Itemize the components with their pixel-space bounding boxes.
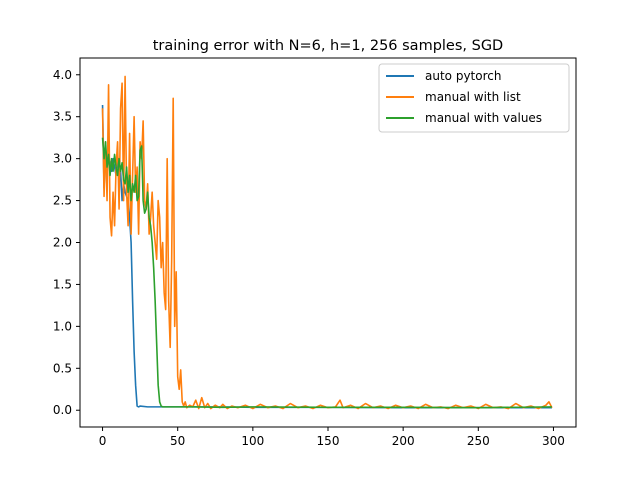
x-tick-label: 250 [467,434,490,448]
x-tick-label: 0 [99,434,107,448]
y-tick-label: 1.5 [53,277,72,291]
y-tick-label: 2.5 [53,194,72,208]
x-tick-label: 50 [170,434,185,448]
x-tick-label: 100 [241,434,264,448]
y-tick-label: 1.0 [53,319,72,333]
legend: auto pytorch manual with list manual with … [378,63,570,133]
y-tick-label: 0.5 [53,361,72,375]
x-tick-label: 150 [317,434,340,448]
y-axis: 0.0 0.5 1.0 1.5 2.0 2.5 3.0 3.5 4.0 [53,68,80,417]
y-tick-label: 4.0 [53,68,72,82]
legend-label: auto pytorch [425,69,501,83]
y-tick-label: 3.0 [53,152,72,166]
y-tick-label: 3.5 [53,110,72,124]
chart-title: training error with N=6, h=1, 256 sample… [153,38,503,54]
y-tick-label: 0.0 [53,403,72,417]
legend-label: manual with list [425,90,521,104]
x-axis: 0 50 100 150 200 250 300 [99,427,565,448]
y-tick-label: 2.0 [53,236,72,250]
x-tick-label: 200 [392,434,415,448]
x-tick-label: 300 [542,434,565,448]
series-line-2 [101,137,552,409]
legend-box [378,63,570,133]
legend-label: manual with values [425,111,542,125]
series-line-1 [101,75,553,410]
plot-lines [101,75,553,410]
